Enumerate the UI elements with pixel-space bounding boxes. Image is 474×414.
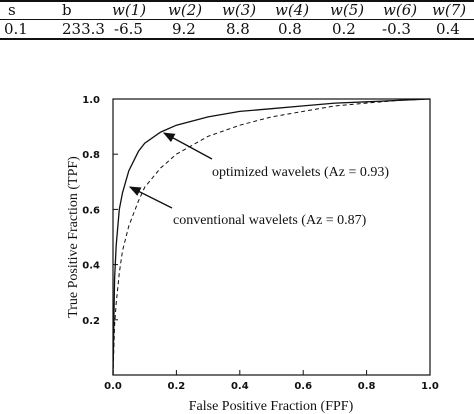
table-cell-w3: 8.8 (226, 20, 250, 38)
x-tick-label: 0.6 (294, 381, 312, 392)
x-tick-label: 1.0 (421, 381, 439, 392)
table-cell-w1: -6.5 (114, 20, 143, 38)
y-tick-label: 1.0 (82, 95, 100, 106)
parameter-table: s b w(1) w(2) w(3) w(4) w(5) w(6) w(7) 0… (0, 0, 474, 40)
table-header-w2: w(2) (168, 1, 203, 19)
roc-chart: 0.2 0.4 0.6 0.8 1.0 0.0 0.2 0.4 0.6 0.8 1.0 optim… (66, 95, 439, 414)
table-header-w3: w(3) (222, 1, 257, 19)
table-header-rule (0, 19, 474, 20)
y-axis-title: True Positive Fraction (TPF) (66, 156, 81, 318)
x-tick-label: 0.0 (104, 381, 122, 392)
table-header-w4: w(4) (275, 1, 310, 19)
table-cell-w6: -0.3 (382, 20, 411, 38)
table-top-rule (0, 0, 474, 2)
annotation-optimized: optimized wavelets (Az = 0.93) (212, 165, 389, 180)
table-cell-b: 233.3 (62, 20, 105, 38)
series-line-optimized (112, 98, 431, 376)
annotation-arrow-optimized (162, 132, 213, 160)
x-tick-label: 0.4 (231, 381, 249, 392)
y-axis-ticks: 0.2 0.4 0.6 0.8 1.0 (82, 95, 118, 327)
table-cell-w2: 9.2 (172, 20, 196, 38)
series-line-conventional (112, 98, 431, 376)
x-tick-label: 0.8 (358, 381, 376, 392)
annotation-arrow-conventional (128, 186, 173, 209)
x-axis-title: False Positive Fraction (FPF) (189, 399, 354, 414)
annotation-conventional: conventional wavelets (Az = 0.87) (173, 213, 367, 228)
table-header-s: s (8, 1, 16, 19)
y-tick-label: 0.6 (82, 205, 100, 216)
table-cell-s: 0.1 (4, 20, 28, 38)
table-header-w6: w(6) (383, 1, 418, 19)
table-bottom-rule (0, 38, 474, 40)
x-tick-label: 0.2 (168, 381, 186, 392)
table-cell-w4: 0.8 (278, 20, 302, 38)
table-header-b: b (62, 1, 72, 19)
table-header-w5: w(5) (330, 1, 365, 19)
table-cell-w5: 0.2 (332, 20, 356, 38)
y-tick-label: 0.8 (82, 150, 100, 161)
table-cell-w7: 0.4 (436, 20, 460, 38)
plot-frame (112, 98, 431, 376)
y-tick-label: 0.2 (82, 316, 100, 327)
y-tick-label: 0.4 (82, 261, 100, 272)
x-axis-ticks: 0.0 0.2 0.4 0.6 0.8 1.0 (104, 370, 439, 392)
table-header-w1: w(1) (112, 1, 147, 19)
table-header-w7: w(7) (432, 1, 467, 19)
